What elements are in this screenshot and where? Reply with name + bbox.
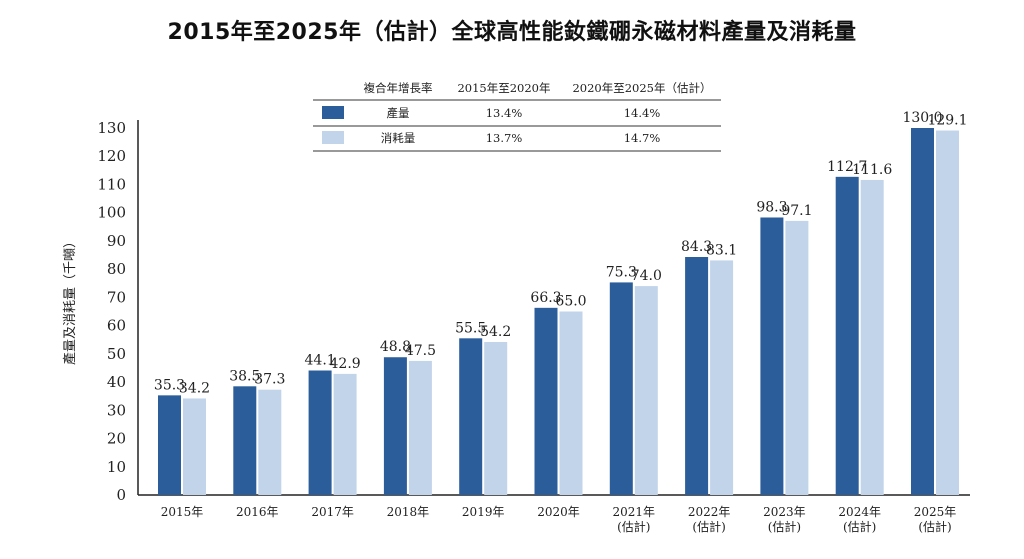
chart-title: 2015年至2025年（估計）全球高性能釹鐵硼永磁材料產量及消耗量 [167,20,857,45]
bar-production [534,307,558,495]
bar-consumption [710,260,734,495]
table-header-cell: 2015年至2020年 [457,81,550,95]
y-tick-label: 80 [107,260,126,278]
y-tick-label: 20 [107,430,126,448]
y-tick-label: 30 [107,401,126,419]
cagr-value: 13.4% [486,106,523,120]
data-label: 38.5 [229,368,260,384]
data-label: 66.3 [530,290,561,306]
bar-production [835,176,859,495]
x-tick-label: 2016年 [236,505,279,519]
data-label: 34.2 [179,380,210,396]
x-tick-label: (估計) [768,519,801,534]
bar-production [685,257,709,495]
data-label: 42.9 [330,356,361,372]
bar-consumption [258,389,282,495]
bar-consumption [785,220,809,496]
x-tick-label: (估計) [617,519,650,534]
bar-production [158,395,181,495]
data-label: 130.0 [902,110,942,126]
data-label: 44.1 [305,353,336,369]
bar-consumption [559,311,583,495]
data-label: 97.1 [781,203,812,219]
bar-consumption [408,360,432,495]
x-tick-label: 2023年 [763,505,806,519]
y-tick-label: 90 [107,232,126,250]
legend-series-name: 產量 [387,106,410,120]
x-tick-label: (估計) [692,519,725,534]
data-label: 83.1 [706,242,737,258]
data-label: 37.3 [254,372,285,388]
legend-series-name: 消耗量 [381,131,416,145]
bar-consumption [634,286,658,495]
data-label: 112.7 [827,159,867,175]
y-tick-label: 120 [97,147,126,165]
data-label: 35.3 [154,377,185,393]
data-label: 47.5 [405,343,436,359]
y-axis-label: 產量及消耗量（千噸） [62,235,78,365]
y-tick-label: 130 [97,119,126,137]
data-label: 98.3 [756,199,787,215]
y-tick-label: 0 [116,486,126,504]
bar-consumption [183,398,206,495]
cagr-value: 13.7% [486,131,523,145]
data-label: 65.0 [555,294,586,310]
y-tick-label: 60 [107,317,126,335]
cagr-legend-table: 複合年增長率 2015年至2020年 2020年至2025年（估計） 產量 13.4% 1… [313,81,721,152]
bar-consumption [936,130,959,495]
x-tick-label: (估計) [918,519,951,534]
x-tick-label: 2018年 [387,505,430,519]
table-header-cell: 2020年至2025年（估計） [572,81,711,95]
y-tick-label: 110 [97,175,126,193]
bar-production [459,338,483,495]
bar-consumption [333,373,357,495]
data-label: 74.0 [631,268,662,284]
x-tick-label: 2021年 [613,505,656,519]
y-tick-label: 70 [107,288,126,306]
data-label: 111.6 [852,162,892,178]
data-label: 55.5 [455,320,486,336]
cagr-value: 14.4% [624,106,661,120]
data-label: 48.8 [380,339,411,355]
x-tick-label: 2015年 [161,505,204,519]
bar-production [609,282,633,495]
bar-production [760,217,784,496]
legend-swatch [322,106,344,119]
x-tick-label: 2019年 [462,505,505,519]
x-tick-label: 2022年 [688,505,731,519]
x-tick-label: 2020年 [537,505,580,519]
bars: 35.334.2 2015年 38.537.3 2016年 44.142.9 2017年 4… [154,110,968,534]
y-tick-label: 40 [107,373,126,391]
x-tick-label: 2017年 [311,505,354,519]
y-tick-label: 100 [97,204,126,222]
x-tick-label: (估計) [843,519,876,534]
bar-consumption [860,179,884,495]
bar-production [308,370,332,495]
data-label: 84.3 [681,239,712,255]
bar-production [233,386,257,495]
x-tick-label: 2025年 [914,505,957,519]
y-tick-label: 10 [107,458,126,476]
bar-consumption [484,341,508,495]
data-label: 129.1 [927,113,967,129]
legend-swatch [322,131,344,144]
data-label: 75.3 [606,264,637,280]
cagr-value: 14.7% [624,131,661,145]
x-tick-label: 2024年 [838,505,881,519]
bar-production [383,357,407,495]
data-label: 54.2 [480,324,511,340]
table-header-cell: 複合年增長率 [364,81,433,95]
y-tick-label: 50 [107,345,126,363]
bar-production [911,128,934,495]
